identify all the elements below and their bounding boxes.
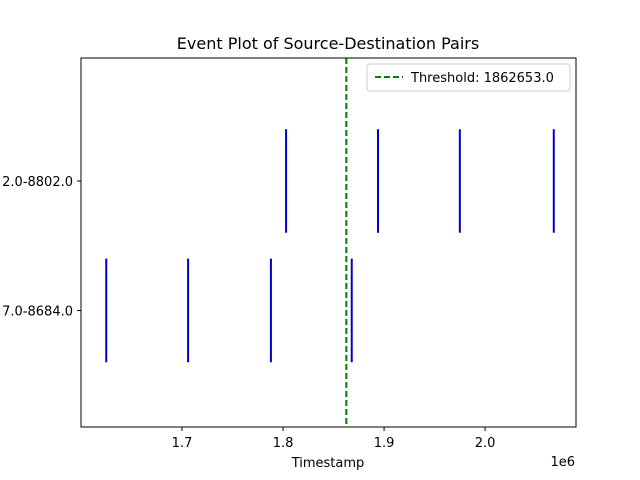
legend: Threshold: 1862653.0 bbox=[366, 63, 571, 92]
y-tick-label-1: 2.0-8802.0 bbox=[2, 175, 73, 190]
legend-threshold-label: Threshold: 1862653.0 bbox=[410, 71, 554, 86]
x-axis-ticks: 1.7 1.8 1.9 2.0 bbox=[172, 427, 496, 451]
plot-area bbox=[80, 57, 577, 428]
y-tick-label-0: 7.0-8684.0 bbox=[2, 304, 73, 319]
x-tick-label-2: 1.9 bbox=[374, 436, 395, 451]
x-axis-offset-label: 1e6 bbox=[550, 455, 575, 470]
legend-box bbox=[366, 63, 571, 92]
y-axis-ticks: 7.0-8684.0 2.0-8802.0 bbox=[2, 175, 81, 319]
axes-frame bbox=[80, 57, 577, 428]
x-tick-label-3: 2.0 bbox=[475, 436, 496, 451]
x-tick-label-0: 1.7 bbox=[172, 436, 193, 451]
chart-title: Event Plot of Source-Destination Pairs bbox=[177, 34, 479, 53]
x-axis-label: Timestamp bbox=[291, 456, 365, 471]
x-tick-label-1: 1.8 bbox=[273, 436, 294, 451]
events-layer bbox=[105, 129, 555, 363]
